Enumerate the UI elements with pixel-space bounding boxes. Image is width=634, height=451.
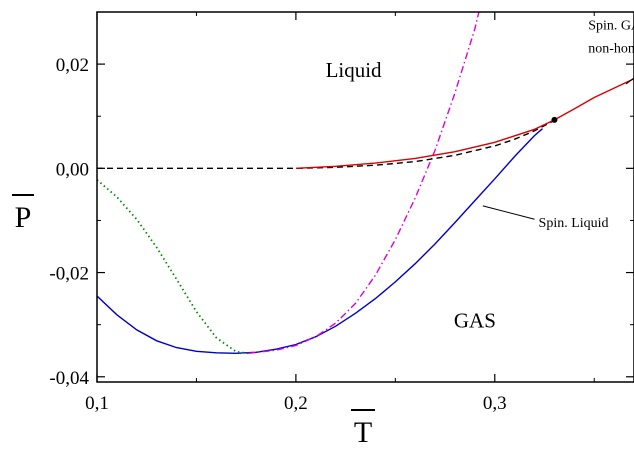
spinodal-liquid-line [97, 128, 543, 355]
svg-text:T: T [354, 416, 372, 449]
x-tick-label: 0,2 [284, 393, 308, 414]
svg-text:P: P [15, 201, 32, 234]
critical-point [551, 116, 558, 123]
y-axis-title: P [12, 194, 34, 234]
green-dotted-line [97, 179, 249, 355]
x-tick-label: 0,3 [483, 393, 507, 414]
annotation-label: Spin. Liquid [539, 216, 609, 231]
annotation-pointer [482, 205, 535, 220]
region-label-gas: GAS [454, 308, 496, 332]
x-tick-label: 0,1 [85, 393, 109, 414]
magenta-dashdot-line [248, 12, 480, 354]
annotation-label: non-homog. [588, 42, 634, 57]
red-coexistence-line [295, 78, 634, 169]
y-tick-label: 0,02 [56, 55, 89, 76]
black-dashed-line [97, 119, 555, 169]
x-axis-title: T [351, 409, 375, 449]
y-tick-label: 0,00 [56, 159, 89, 180]
region-label-liquid: Liquid [326, 58, 382, 82]
plot-frame [96, 11, 634, 383]
y-tick-label: -0,02 [49, 264, 89, 285]
annotation-label: Spin. GAS [588, 19, 634, 34]
y-tick-label: -0,04 [49, 368, 89, 389]
